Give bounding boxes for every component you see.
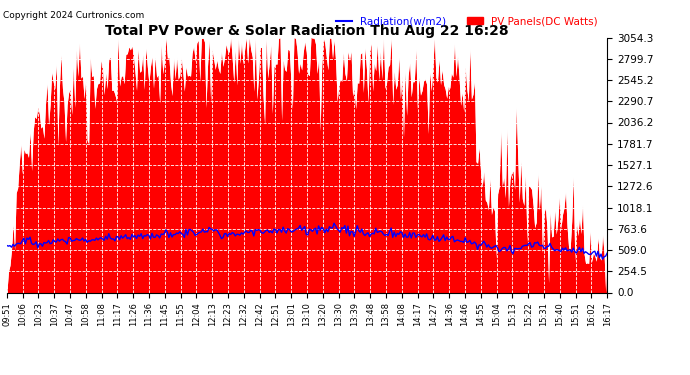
Title: Total PV Power & Solar Radiation Thu Aug 22 16:28: Total PV Power & Solar Radiation Thu Aug… [106,24,509,38]
Legend: Radiation(w/m2), PV Panels(DC Watts): Radiation(w/m2), PV Panels(DC Watts) [332,12,602,30]
Text: Copyright 2024 Curtronics.com: Copyright 2024 Curtronics.com [3,11,145,20]
